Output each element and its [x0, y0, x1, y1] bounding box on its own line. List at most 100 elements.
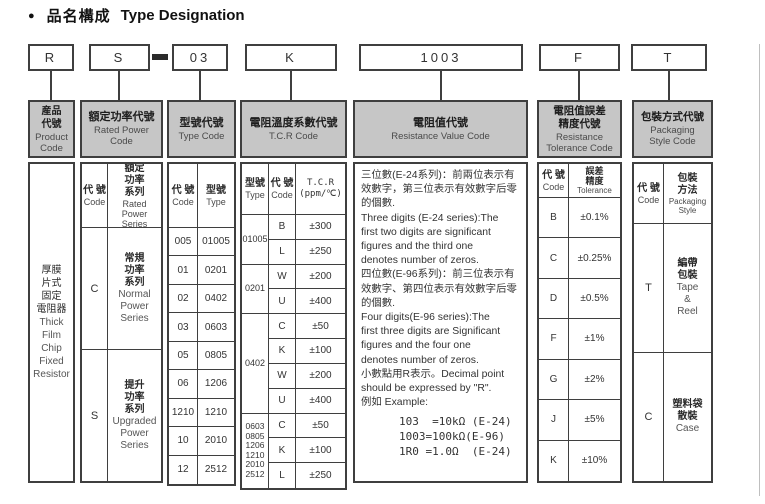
header-zh: 額定功率代號 [88, 111, 155, 123]
tcr-code-cell: L [269, 463, 296, 488]
tcr-code-cell: K [269, 438, 296, 464]
tcr-code-cell: U [269, 289, 296, 315]
code-box-product: R [28, 44, 74, 71]
type-code-cell: 005 [169, 228, 198, 257]
header-resistance-value-code: 電阻值代號 Resistance Value Code [353, 100, 528, 158]
product-zh: 厚膜 片式 固定 電阻器 [36, 265, 67, 315]
tcr-group-type: 0402 [242, 314, 269, 414]
header-rated-power-code: 額定功率代號 Rated Power Code [80, 100, 163, 158]
type-code-cell: 05 [169, 341, 198, 371]
series-zh: 提升 功率 系列 [124, 379, 145, 415]
pkg-style-cell: 編帶 包裝 Tape & Reel [664, 224, 711, 353]
header-en: Packaging Style Code [649, 125, 696, 147]
sub-series-zh: 額定 功率 系列 [124, 164, 145, 198]
packaging-table: 代 號 Code 包裝 方法 Packaging Style T 編帶 包裝 T… [632, 162, 713, 483]
page-edge-line [759, 44, 760, 496]
header-zh: 電阻值代號 [413, 116, 468, 129]
tcr-code-cell: W [269, 264, 296, 290]
page-title: ● 品名構成 Type Designation [28, 5, 245, 26]
tolerance-table: 代 號 Code 誤差 精度 Tolerance B ±0.1% C ±0.25… [537, 162, 622, 483]
tcr-value-cell: ±200 [296, 364, 345, 389]
tcr-value-cell: ±100 [296, 438, 345, 464]
tcr-code-cell: B [269, 215, 296, 240]
tcr-value-cell: ±300 [296, 215, 345, 240]
resistance-value-description: 三位數(E-24系列)：前兩位表示有 效數字，第三位表示有效數字后零 的個數. … [353, 162, 528, 483]
sub-code-zh: 代 號 [171, 184, 195, 196]
tol-sub-code: 代 號 Code [539, 164, 569, 198]
sub-code-en: Code [271, 190, 293, 200]
dash-separator [152, 54, 168, 60]
code-box-tcr: K [245, 44, 337, 71]
header-zh: 型號代號 [179, 116, 224, 129]
type-code-cell: 06 [169, 370, 198, 399]
tcr-code-cell: L [269, 239, 296, 265]
header-tcr-code: 電阻溫度系數代號 T.C.R Code [240, 100, 347, 158]
style-en: Tape & Reel [676, 281, 699, 317]
header-en: Product Code [35, 131, 68, 154]
tcr-code-cell: C [269, 314, 296, 340]
series-en: Normal Power Series [118, 288, 151, 324]
tol-code-cell: B [539, 198, 569, 239]
tol-sub-tolerance: 誤差 精度 Tolerance [569, 164, 620, 198]
style-zh: 塑料袋 散裝 [672, 398, 703, 422]
tol-value-cell: ±5% [569, 400, 620, 441]
title-zh: 品名構成 [46, 8, 111, 25]
power-code-cell: C [82, 228, 108, 350]
sub-type-zh: 型號 [245, 178, 265, 189]
type-code-table: 代 號 Code 型號 Type 005 01005 01 0201 02 04… [167, 162, 236, 486]
pkg-code-cell: T [634, 224, 664, 353]
tcr-code-cell: C [269, 413, 296, 439]
connector-line [118, 70, 120, 101]
tcr-sub-tcr: T.C.R (ppm/℃) [296, 164, 345, 215]
header-zh: 包裝方式代號 [641, 111, 704, 123]
pkg-style-cell: 塑料袋 散裝 Case [664, 353, 711, 482]
tol-value-cell: ±10% [581, 455, 608, 467]
type-value-cell: 2512 [204, 464, 228, 476]
rated-power-table: 代 號 Code 額定 功率 系列 Rated Power Series C 常… [80, 162, 163, 483]
tcr-code-cell: K [269, 339, 296, 364]
code-box-tolerance: F [539, 44, 620, 71]
header-type-code: 型號代號 Type Code [167, 100, 236, 158]
type-code-cell: 01 [169, 256, 198, 285]
code-box-packaging: T [631, 44, 707, 71]
tcr-value-cell: ±50 [296, 314, 345, 340]
header-en: T.C.R Code [268, 130, 319, 142]
tcr-code-cell: U [269, 388, 296, 414]
type-sub-code: 代 號 Code [169, 164, 198, 228]
type-code-cell: 12 [169, 455, 198, 484]
type-value-cell: 01005 [198, 228, 234, 257]
connector-line [199, 70, 201, 101]
header-zh: 産品 代號 [41, 105, 62, 130]
type-value-cell: 1206 [198, 370, 234, 399]
tcr-sub-code: 代 號 Code [269, 164, 296, 215]
tcr-table: 型號 Type 代 號 Code T.C.R (ppm/℃) 01005 020… [240, 162, 347, 490]
product-description: 厚膜 片式 固定 電阻器 Thick Film Chip Fixed Resis… [28, 162, 75, 483]
tol-code-cell: D [539, 278, 569, 320]
type-code-cell: 03 [169, 313, 198, 342]
type-value-cell: 0603 [198, 313, 234, 342]
tcr-value-cell: ±200 [296, 265, 345, 290]
connector-line [668, 70, 670, 101]
power-sub-code: 代 號 Code [82, 164, 108, 228]
type-sub-type: 型號 Type [198, 164, 234, 228]
power-series-cell: 常規 功率 系列 Normal Power Series [108, 228, 161, 350]
pkg-sub-code: 代 號 Code [634, 164, 664, 224]
tol-code-cell: K [539, 440, 569, 481]
tol-code-cell: F [539, 319, 569, 360]
sub-code-zh: 代 號 [270, 178, 294, 189]
pkg-code-cell: C [634, 352, 664, 481]
tol-value-cell: ±0.25% [569, 238, 620, 279]
tcr-value-cell: ±50 [296, 414, 345, 439]
type-code-cell: 10 [169, 427, 198, 456]
resistance-paragraph: 三位數(E-24系列)：前兩位表示有 效數字，第三位表示有效數字后零 的個數. … [361, 170, 517, 409]
tcr-value-cell: ±100 [296, 339, 345, 364]
sub-code-en: Code [83, 196, 106, 207]
header-packaging-style-code: 包裝方式代號 Packaging Style Code [632, 100, 713, 158]
tcr-value-cell: ±400 [296, 289, 345, 315]
sub-code-en: Code [542, 181, 565, 192]
tcr-group-type: 0201 [242, 264, 269, 315]
header-product-code: 産品 代號 Product Code [28, 100, 75, 158]
header-en: Type Code [178, 130, 225, 142]
type-code-cell: 02 [169, 284, 198, 314]
power-series-cell: 提升 功率 系列 Upgraded Power Series [108, 350, 161, 481]
